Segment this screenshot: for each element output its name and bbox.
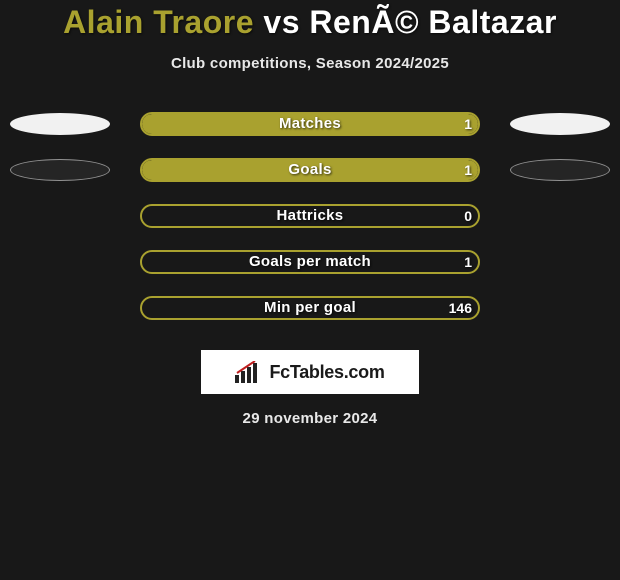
stat-row: Matches1 (0, 112, 620, 136)
player2-name: RenÃ© Baltazar (309, 4, 557, 40)
player1-name: Alain Traore (63, 4, 254, 40)
logo-text: FcTables.com (269, 362, 384, 383)
stat-bar-track (140, 112, 480, 136)
bars-icon (235, 361, 263, 383)
stat-bar-fill (142, 160, 478, 180)
player1-marker (10, 113, 110, 135)
stat-bar-track (140, 158, 480, 182)
player2-marker (510, 113, 610, 135)
player1-marker (10, 159, 110, 181)
date-label: 29 november 2024 (0, 410, 620, 427)
stats-list: Matches1 Goals1 Hattricks0 Goals per match1… (0, 112, 620, 320)
subtitle: Club competitions, Season 2024/2025 (0, 55, 620, 72)
page-title: Alain Traore vs RenÃ© Baltazar (0, 4, 620, 41)
source-logo[interactable]: FcTables.com (201, 350, 419, 394)
stat-row: Hattricks0 (0, 204, 620, 228)
stat-bar-fill (142, 114, 478, 134)
stat-row: Goals1 (0, 158, 620, 182)
comparison-card: Alain Traore vs RenÃ© Baltazar Club comp… (0, 0, 620, 580)
stat-bar-track (140, 250, 480, 274)
stat-row: Goals per match1 (0, 250, 620, 274)
vs-label: vs (263, 4, 300, 40)
stat-bar-track (140, 296, 480, 320)
logo-inner: FcTables.com (235, 361, 384, 383)
player2-marker (510, 159, 610, 181)
stat-row: Min per goal146 (0, 296, 620, 320)
stat-bar-track (140, 204, 480, 228)
